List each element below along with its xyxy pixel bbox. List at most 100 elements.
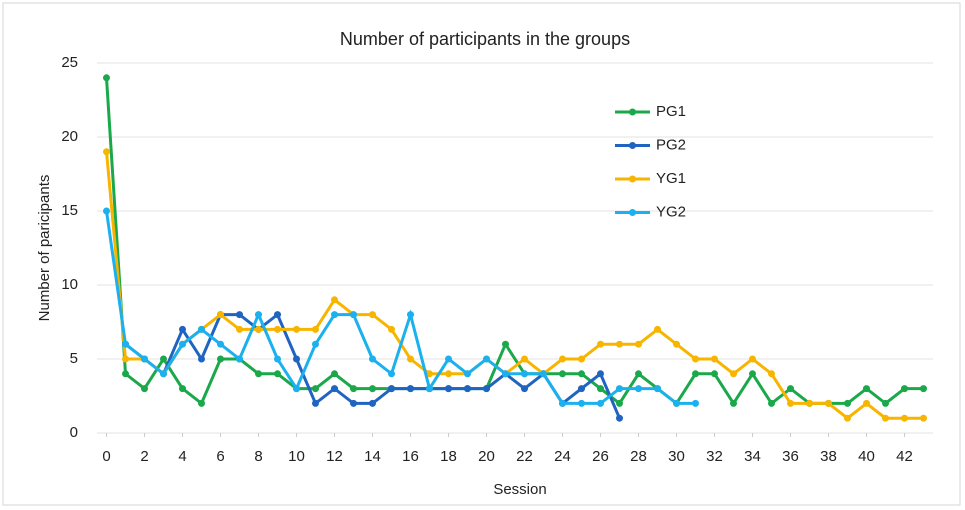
data-point (217, 355, 224, 363)
data-point (483, 385, 490, 393)
data-point (141, 355, 148, 363)
x-tick-label: 18 (440, 448, 457, 465)
data-point (388, 385, 395, 393)
data-point (236, 311, 243, 319)
x-tick-label: 28 (630, 448, 647, 465)
data-point (179, 385, 186, 393)
data-point (217, 311, 224, 319)
data-point (255, 311, 262, 319)
x-tick-label: 2 (140, 448, 148, 465)
x-tick-label: 24 (554, 448, 571, 465)
data-point (293, 355, 300, 363)
data-point (768, 399, 775, 407)
data-point (293, 385, 300, 393)
data-point (578, 370, 585, 378)
x-tick-label: 14 (364, 448, 381, 465)
data-point (369, 399, 376, 407)
data-point (331, 385, 338, 393)
data-point (388, 325, 395, 333)
data-point (578, 355, 585, 363)
data-point (654, 385, 661, 393)
data-point (521, 385, 528, 393)
data-point (350, 399, 357, 407)
data-point (654, 325, 661, 333)
x-tick-label: 4 (178, 448, 186, 465)
data-point (635, 385, 642, 393)
x-tick-label: 30 (668, 448, 685, 465)
data-point (179, 325, 186, 333)
legend-marker (629, 209, 636, 216)
y-tick-label: 15 (61, 202, 78, 219)
y-tick-label: 20 (61, 128, 78, 145)
y-tick-label: 10 (61, 276, 78, 293)
data-point (407, 311, 414, 319)
data-point (711, 370, 718, 378)
data-point (160, 370, 167, 378)
data-point (274, 325, 281, 333)
data-point (350, 385, 357, 393)
x-tick-label: 26 (592, 448, 609, 465)
data-point (863, 385, 870, 393)
data-point (274, 355, 281, 363)
data-point (122, 340, 129, 348)
data-point (692, 355, 699, 363)
data-point (673, 399, 680, 407)
data-point (369, 385, 376, 393)
legend-label: PG1 (656, 103, 686, 120)
x-tick-label: 40 (858, 448, 875, 465)
data-point (198, 355, 205, 363)
data-point (198, 325, 205, 333)
data-point (483, 355, 490, 363)
data-point (844, 414, 851, 422)
data-point (312, 399, 319, 407)
data-point (502, 370, 509, 378)
data-point (426, 385, 433, 393)
legend-marker (629, 175, 636, 183)
data-point (616, 399, 623, 407)
x-tick-label: 36 (782, 448, 799, 465)
x-tick-label: 34 (744, 448, 761, 465)
data-point (559, 370, 566, 378)
data-point (141, 385, 148, 393)
data-point (521, 370, 528, 378)
legend-label: YG1 (656, 170, 686, 187)
x-tick-label: 10 (288, 448, 305, 465)
data-point (217, 340, 224, 348)
data-point (369, 311, 376, 319)
data-point (749, 355, 756, 363)
data-point (825, 399, 832, 407)
data-point (445, 355, 452, 363)
y-tick-label: 5 (70, 350, 78, 367)
data-point (388, 370, 395, 378)
data-point (597, 370, 604, 378)
x-tick-label: 42 (896, 448, 913, 465)
data-point (673, 340, 680, 348)
data-point (787, 399, 794, 407)
data-point (274, 311, 281, 319)
data-point (445, 370, 452, 378)
x-tick-label: 32 (706, 448, 723, 465)
data-point (407, 355, 414, 363)
data-point (882, 414, 889, 422)
data-point (730, 370, 737, 378)
data-point (844, 399, 851, 407)
x-axis-label: Session (493, 481, 546, 498)
data-point (882, 399, 889, 407)
data-point (331, 311, 338, 319)
data-point (863, 399, 870, 407)
data-point (578, 385, 585, 393)
data-point (426, 370, 433, 378)
data-point (559, 355, 566, 363)
data-point (236, 355, 243, 363)
legend-marker (629, 142, 636, 149)
data-point (122, 370, 129, 378)
x-tick-label: 38 (820, 448, 837, 465)
data-point (312, 325, 319, 333)
x-tick-label: 22 (516, 448, 533, 465)
data-point (464, 370, 471, 378)
data-point (597, 385, 604, 393)
data-point (407, 385, 414, 393)
y-axis-label: Number of paricipants (36, 175, 53, 322)
x-tick-label: 6 (216, 448, 224, 465)
data-point (369, 355, 376, 363)
